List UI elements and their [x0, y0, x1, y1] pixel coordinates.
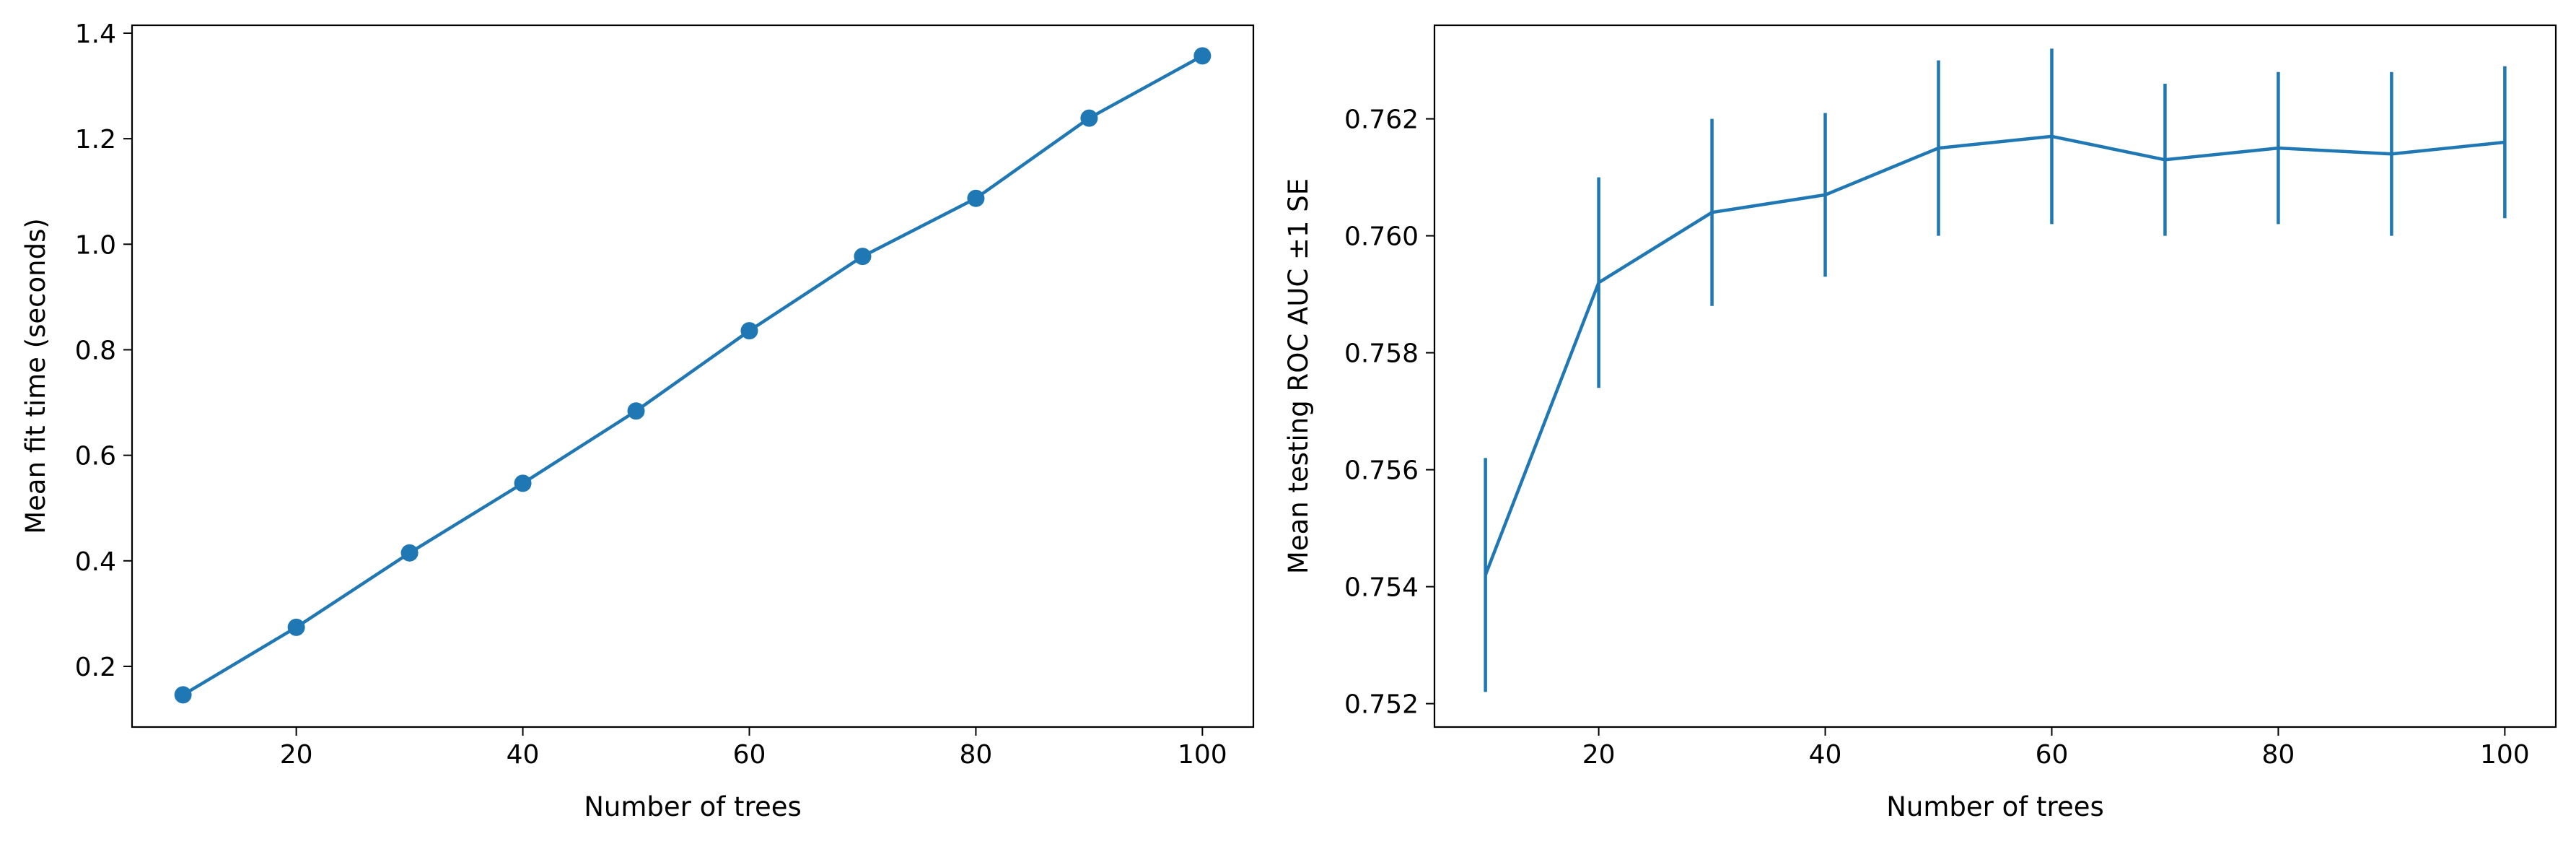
roc-auc-series: [1484, 48, 2507, 692]
fit-time-chart: 20 40 60 80 100 0.2 0.4 0.6 0.8 1.0 1.2 1.4 Number…: [20, 19, 1255, 822]
x-tick-label: 20: [1582, 740, 1616, 770]
x-tick-label: 100: [2480, 740, 2530, 770]
data-point: [287, 618, 305, 636]
y-tick-label: 0.6: [75, 442, 116, 471]
y-tick-label: 1.4: [75, 19, 116, 49]
plot-area-frame: [1433, 24, 2557, 728]
y-axis-label: Mean testing ROC AUC ±1 SE: [1283, 178, 1314, 574]
x-tick-label: 40: [507, 740, 540, 770]
data-point: [854, 248, 872, 266]
data-point: [400, 544, 419, 562]
x-axis-ticks: 20 40 60 80 100: [1582, 727, 2530, 770]
plot-area-frame: [131, 24, 1255, 728]
x-axis-ticks: 20 40 60 80 100: [280, 727, 1227, 770]
x-tick-label: 60: [2036, 740, 2069, 770]
y-axis-ticks: 0.2 0.4 0.6 0.8 1.0 1.2 1.4: [75, 19, 132, 682]
x-tick-label: 100: [1178, 740, 1227, 770]
y-tick-label: 0.758: [1344, 339, 1419, 369]
data-point: [1193, 47, 1212, 65]
y-tick-label: 1.2: [75, 125, 116, 155]
data-point: [627, 402, 645, 420]
x-tick-label: 80: [960, 740, 993, 770]
y-tick-label: 0.4: [75, 547, 116, 577]
y-axis-ticks: 0.752 0.754 0.756 0.758 0.760 0.762: [1344, 105, 1434, 720]
roc-auc-chart: 20 40 60 80 100 0.7520.7540.7560.7580.7600.7…: [1283, 24, 2557, 822]
data-point: [514, 474, 532, 492]
data-point: [1080, 109, 1098, 127]
x-tick-label: 20: [280, 740, 313, 770]
y-tick-label: 0.752: [1344, 690, 1419, 720]
x-tick-label: 60: [733, 740, 766, 770]
series-line: [1484, 134, 2505, 576]
y-tick-label: 0.754: [1344, 573, 1419, 603]
data-point: [740, 322, 758, 340]
y-tick-label: 0.8: [75, 336, 116, 365]
y-tick-label: 0.756: [1344, 456, 1419, 486]
x-axis-label: Number of trees: [1886, 791, 2104, 822]
y-axis-label: Mean fit time (seconds): [20, 218, 51, 534]
x-tick-label: 40: [1809, 740, 1842, 770]
y-tick-label: 0.762: [1344, 105, 1419, 135]
y-tick-label: 0.2: [75, 653, 116, 682]
y-tick-label: 1.0: [75, 230, 116, 260]
y-tick-label: 0.760: [1344, 222, 1419, 252]
fit-time-series: [174, 47, 1212, 704]
x-axis-label: Number of trees: [584, 791, 802, 822]
data-point: [174, 686, 192, 704]
data-point: [967, 189, 985, 207]
series-line: [182, 54, 1204, 697]
x-tick-label: 80: [2262, 740, 2295, 770]
